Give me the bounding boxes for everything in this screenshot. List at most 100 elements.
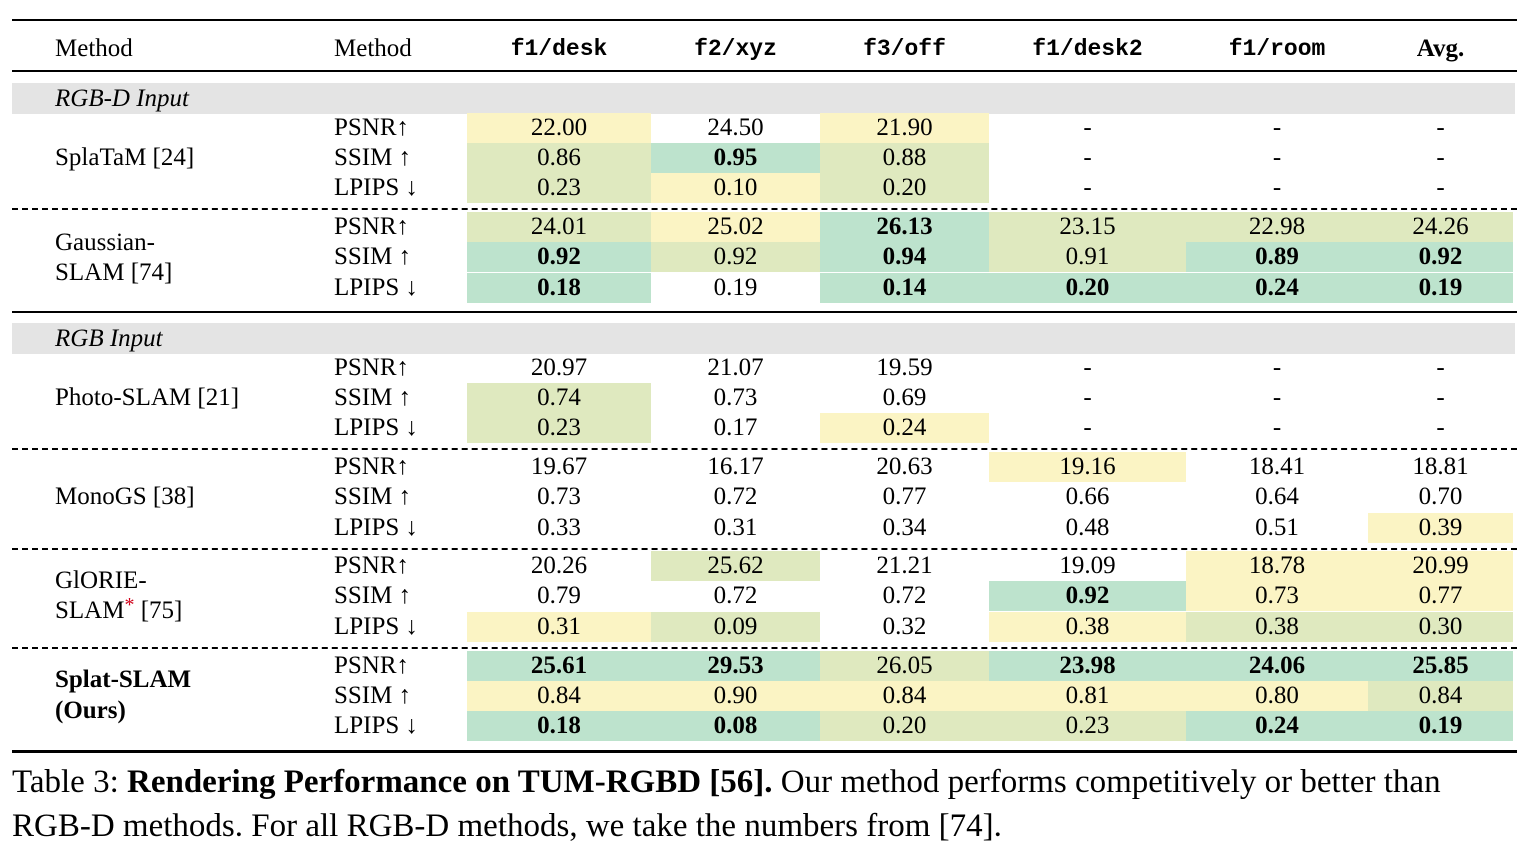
table-cell: 21.90 bbox=[820, 113, 989, 143]
table-cell: - bbox=[1272, 354, 1282, 381]
method-name: SLAM [74] bbox=[55, 258, 172, 288]
table-cell: 24.01 bbox=[467, 212, 651, 242]
header-scene-f1-desk2: f1/desk2 bbox=[1032, 36, 1143, 62]
table-cell: 0.72 bbox=[713, 582, 758, 609]
table-cell: 18.78 bbox=[1186, 551, 1368, 581]
table-cell: 0.73 bbox=[713, 384, 758, 411]
metric-label: SSIM ↑ bbox=[334, 582, 412, 609]
table-cell: 0.51 bbox=[1255, 514, 1299, 541]
method-name-line: SLAM bbox=[55, 597, 125, 624]
table-cell: - bbox=[1436, 144, 1445, 171]
caption-text: Our method performs competitively or bet… bbox=[12, 764, 1441, 844]
table-cell: 0.10 bbox=[651, 173, 820, 203]
method-name-line: Splat-SLAM bbox=[55, 666, 192, 693]
method-name: (Ours) bbox=[55, 696, 126, 726]
table-cell: 0.84 bbox=[1368, 681, 1513, 711]
table-cell: 26.05 bbox=[820, 651, 989, 681]
metric-label: LPIPS ↓ bbox=[334, 514, 419, 541]
table-cell: 21.21 bbox=[876, 552, 933, 579]
table-cell: 16.17 bbox=[707, 453, 764, 480]
table-cell: 0.72 bbox=[713, 483, 758, 510]
table-cell: 0.91 bbox=[989, 242, 1186, 272]
metric-label: LPIPS ↓ bbox=[334, 613, 419, 640]
table-cell: 0.69 bbox=[882, 384, 927, 411]
table-cell: 25.62 bbox=[651, 551, 820, 581]
method-name: SLAM* [75] bbox=[55, 594, 182, 626]
table-cell: 0.23 bbox=[467, 173, 651, 203]
table-cell: 0.38 bbox=[1186, 612, 1368, 642]
table-cell: 0.09 bbox=[651, 612, 820, 642]
metric-label: PSNR↑ bbox=[334, 552, 410, 579]
metric-label: SSIM ↑ bbox=[334, 384, 412, 411]
table-cell: 0.39 bbox=[1368, 513, 1513, 543]
table-cell: 0.74 bbox=[467, 383, 651, 413]
table-cell: 29.53 bbox=[651, 651, 820, 681]
table-cell: 0.32 bbox=[882, 613, 927, 640]
table-cell: 0.72 bbox=[882, 582, 927, 609]
table-cell: 0.34 bbox=[882, 514, 927, 541]
table-cell: - bbox=[1083, 414, 1092, 441]
table-cell: - bbox=[1272, 114, 1282, 141]
header-method: Method bbox=[55, 35, 133, 62]
table-cell: 0.80 bbox=[1186, 681, 1368, 711]
table-cell: 0.33 bbox=[537, 514, 581, 541]
method-name-line: MonoGS [38] bbox=[55, 483, 195, 510]
metric-label: PSNR↑ bbox=[334, 453, 410, 480]
metric-label: LPIPS ↓ bbox=[334, 712, 419, 739]
metric-label: SSIM ↑ bbox=[334, 243, 412, 270]
table-cell: 0.88 bbox=[820, 143, 989, 173]
table-cell: 22.00 bbox=[467, 113, 651, 143]
method-name-line: Gaussian- bbox=[55, 229, 155, 256]
table-cell: 0.94 bbox=[820, 242, 989, 272]
table-cell: 19.16 bbox=[989, 452, 1186, 482]
table-cell: 0.77 bbox=[882, 483, 927, 510]
table-cell: 0.20 bbox=[820, 173, 989, 203]
table-cell: - bbox=[1436, 114, 1445, 141]
table-cell: 0.19 bbox=[1368, 273, 1513, 303]
method-name: Gaussian- bbox=[55, 228, 155, 258]
table-cell: 0.31 bbox=[467, 612, 651, 642]
header-rule bbox=[12, 70, 1517, 72]
metric-label: LPIPS ↓ bbox=[334, 414, 419, 441]
table-cell: 0.86 bbox=[467, 143, 651, 173]
table-cell: 23.98 bbox=[989, 651, 1186, 681]
table-cell: 0.89 bbox=[1186, 242, 1368, 272]
dashed-separator bbox=[12, 548, 1517, 550]
section-title: RGB Input bbox=[55, 325, 163, 352]
table-cell: - bbox=[1083, 114, 1092, 141]
table-cell: - bbox=[1083, 174, 1092, 201]
method-name: Splat-SLAM bbox=[55, 665, 191, 695]
table-cell: 0.18 bbox=[467, 273, 651, 303]
table-caption: Table 3: Rendering Performance on TUM-RG… bbox=[12, 760, 1522, 848]
table-cell: 19.59 bbox=[876, 354, 933, 381]
table-cell: 20.63 bbox=[876, 453, 933, 480]
section-title: RGB-D Input bbox=[55, 85, 189, 112]
caption-prefix: Table 3: bbox=[12, 764, 127, 800]
dashed-separator bbox=[12, 647, 1517, 649]
asterisk-mark: * bbox=[124, 594, 135, 616]
table-cell: 0.70 bbox=[1418, 483, 1463, 510]
header-scene-f1-desk: f1/desk bbox=[510, 36, 608, 62]
method-name: GlORIE- bbox=[55, 566, 147, 596]
table-cell: 0.95 bbox=[651, 143, 820, 173]
table-cell: - bbox=[1272, 144, 1282, 171]
method-name-line: Photo-SLAM [21] bbox=[55, 384, 240, 411]
table-cell: 0.92 bbox=[651, 242, 820, 272]
metric-label: LPIPS ↓ bbox=[334, 274, 419, 301]
table-cell: 23.15 bbox=[989, 212, 1186, 242]
metric-label: PSNR↑ bbox=[334, 354, 410, 381]
section-header: RGB Input bbox=[12, 323, 1515, 354]
top-rule bbox=[12, 19, 1517, 21]
table-cell: 0.19 bbox=[1368, 711, 1513, 741]
method-name-line: SLAM [74] bbox=[55, 259, 173, 286]
table-cell: - bbox=[1272, 414, 1282, 441]
metric-label: LPIPS ↓ bbox=[334, 174, 419, 201]
table-cell: 26.13 bbox=[820, 212, 989, 242]
table-cell: 0.64 bbox=[1255, 483, 1299, 510]
table-cell: 0.92 bbox=[1368, 242, 1513, 272]
table-cell: 0.92 bbox=[467, 242, 651, 272]
method-name-line: (Ours) bbox=[55, 697, 126, 724]
table-cell: 0.14 bbox=[820, 273, 989, 303]
metric-label: SSIM ↑ bbox=[334, 144, 412, 171]
table-cell: 25.85 bbox=[1368, 651, 1513, 681]
